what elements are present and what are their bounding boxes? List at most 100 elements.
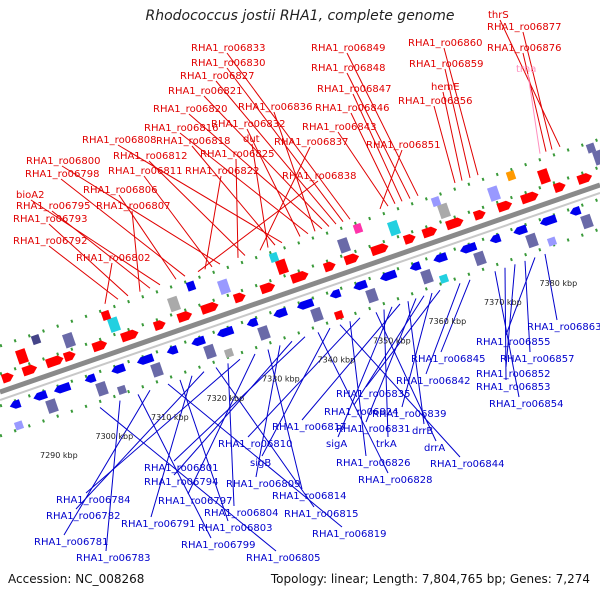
bottom-leader-line [105,400,121,552]
top-gene-label: hemE [431,82,460,93]
gene-feature [259,282,276,295]
gene-block [45,398,59,414]
top-gene-label: RHA1_ro06827 [180,71,255,82]
kbp-label: 7350 kbp [373,336,411,345]
tick-row [0,197,600,408]
gene-feature [576,173,593,185]
gene-block [591,149,600,166]
top-leader-line [61,165,221,265]
gene-feature [353,279,368,291]
top-leader-line [191,145,276,246]
bottom-gene-label: drrB [412,426,433,437]
bottom-gene-label: RHA1_ro06794 [144,477,219,488]
kbp-label: 7340 kbp [318,355,356,364]
gene-block [185,280,197,292]
gene-block [386,219,402,237]
top-leader-line [179,132,309,235]
gene-feature [273,307,288,318]
gene-feature [329,288,342,299]
gene-block [430,196,442,208]
bottom-leader-line [524,260,531,353]
top-gene-label: RHA1_ro06820 [153,104,228,115]
gene-feature [191,335,206,347]
gene-feature [9,399,22,409]
bottom-leader-line [349,321,367,457]
gene-block [546,236,558,247]
gene-block [106,316,122,333]
top-leader-line [444,68,471,178]
gene-feature [232,292,246,304]
gene-feature [459,241,478,254]
gene-feature [53,382,72,394]
top-gene-label: RHA1_ro06822 [185,166,260,177]
top-leader-line [117,144,283,244]
top-leader-line [442,91,463,181]
gene-feature [91,340,108,353]
bottom-gene-label: RHA1_ro06814 [272,491,347,502]
bottom-leader-line [440,279,471,353]
gene-block [216,278,232,295]
gene-feature [402,233,416,245]
bottom-gene-label: RHA1_ro06805 [246,553,321,564]
top-leader-line [273,111,316,232]
gene-feature [84,373,97,383]
top-leader-line [522,31,553,150]
gene-feature [552,182,566,194]
tick-row [0,227,600,438]
gene-feature [569,206,582,216]
bottom-leader-line [494,271,520,398]
top-gene-label: RHA1_ro06825 [200,149,275,160]
bottom-gene-label: RHA1_ro06853 [476,382,551,393]
top-gene-label: RHA1_ro06838 [282,171,357,182]
bottom-gene-label: RHA1_ro06826 [336,458,411,469]
gene-feature [136,353,155,365]
top-leader-line [251,143,269,248]
bottom-gene-label: sigB [250,458,271,469]
bottom-leader-line [173,336,306,462]
gene-feature [216,325,235,338]
kbp-label: 7330 kbp [262,375,300,384]
bottom-gene-label: RHA1_ro06809 [226,479,301,490]
top-gene-label: thrS [488,10,509,21]
gene-block [95,381,109,397]
bottom-gene-label: RHA1_ro06824 [324,407,399,418]
bottom-gene-label: RHA1_ro06828 [358,475,433,486]
top-gene-label: RHA1_ro06849 [311,43,386,54]
gene-feature [370,243,389,257]
bottom-leader-line [505,257,536,336]
gene-block [525,232,539,249]
gene-block [30,334,42,346]
bottom-leader-line [317,332,389,474]
genome-summary: Topology: linear; Length: 7,804,765 bp; … [270,572,590,586]
top-gene-label: RHA1_ro06816 [144,123,219,134]
kbp-label: 7360 kbp [429,317,467,326]
bottom-gene-label: RHA1_ro06815 [284,509,359,520]
bottom-leader-line [179,379,229,522]
top-leader-line [346,52,419,197]
top-leader-line [443,47,479,176]
top-gene-label: RHA1_ro06806 [83,185,158,196]
top-gene-label: RHA1_ro06807 [96,201,171,212]
bottom-gene-label: RHA1_ro06781 [34,537,109,548]
top-gene-label: RHA1_ro06851 [366,140,441,151]
gene-feature [111,363,126,374]
genome-backbone-shadow [0,192,600,401]
gene-block [352,222,364,235]
gene-block [257,325,271,341]
accession-text: Accession: NC_008268 [8,572,145,586]
top-gene-label: RHA1_ro06821 [168,86,243,97]
kbp-label: 7370 kbp [484,298,522,307]
top-gene-label: bioA2 [16,190,44,201]
top-gene-label: RHA1_ro06793 [13,214,88,225]
bottom-gene-label: RHA1_ro06842 [396,376,471,387]
bottom-leader-line [301,303,401,421]
gene-block [436,202,452,220]
kbp-label: 7380 kbp [540,279,578,288]
bottom-leader-line [167,383,343,528]
bottom-gene-label: RHA1_ro06857 [500,354,575,365]
bottom-gene-label: RHA1_ro06839 [372,409,447,420]
gene-block [223,347,235,359]
top-leader-line [148,160,246,256]
gene-block [268,251,280,264]
